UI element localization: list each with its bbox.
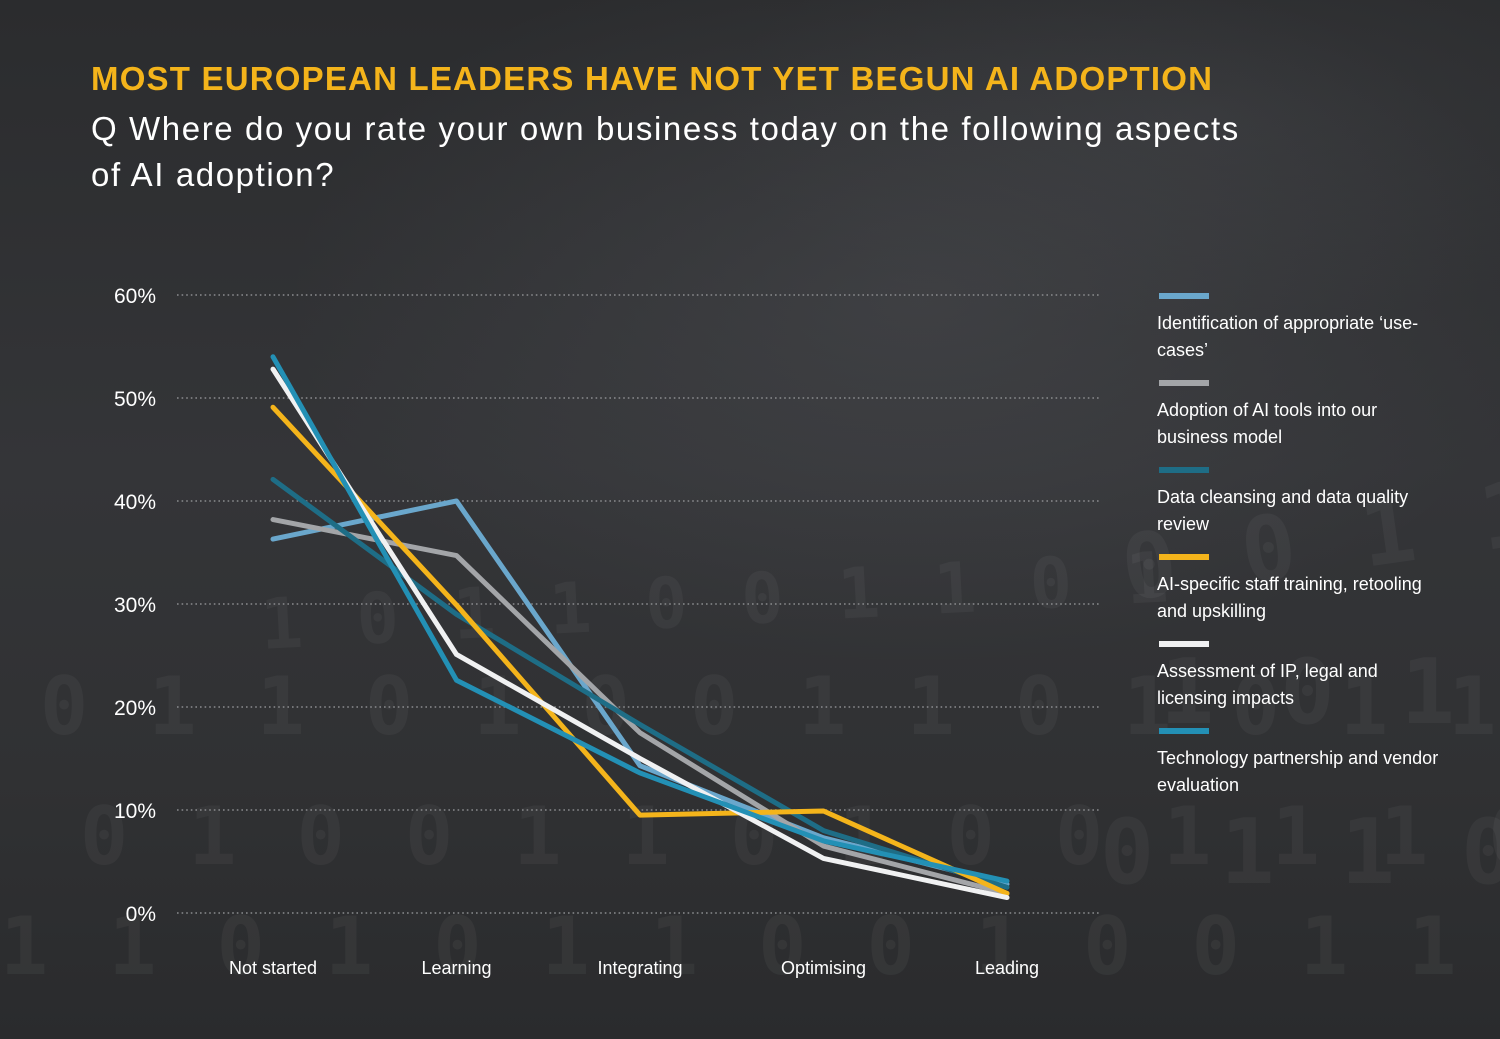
- y-tick-label: 40%: [114, 491, 156, 514]
- background-binary-texture: 1 1 0 1 0 1 1 0 0 1 0 0 1 1 0 1 1 0 1: [0, 900, 1500, 993]
- legend-label: Technology partnership and vendor evalua…: [1157, 748, 1439, 795]
- y-tick-label: 20%: [114, 697, 156, 720]
- series-line: [270, 517, 1010, 896]
- series-lines: [270, 354, 1010, 901]
- legend-label: Data cleansing and data quality review: [1157, 487, 1409, 534]
- legend-swatch: [1159, 467, 1209, 473]
- background-binary-texture: 0 1 1 0 0: [1100, 800, 1500, 905]
- y-tick-label: 50%: [114, 388, 156, 411]
- background-binary-texture: 0 1 0 0 1 1 0 1 0 0 1 1 1 0 1 0 0 1: [80, 790, 1500, 883]
- legend-swatch: [1159, 293, 1209, 299]
- y-tick-label: 30%: [114, 594, 156, 617]
- y-tick-label: 10%: [114, 800, 156, 823]
- legend-label: Assessment of IP, legal and licensing im…: [1157, 661, 1378, 708]
- series-line: [270, 366, 1010, 901]
- series-line: [270, 404, 1010, 896]
- background-binary-texture: 1 0 1 0 1: [1160, 640, 1500, 745]
- grid: [177, 294, 1100, 914]
- chart-subtitle: Q Where do you rate your own business to…: [91, 110, 1240, 193]
- series-line: [270, 354, 1010, 884]
- x-tick-label: Optimising: [781, 958, 866, 978]
- y-tick-label: 60%: [114, 285, 156, 308]
- legend-swatch: [1159, 728, 1209, 734]
- legend-label: AI-specific staff training, retooling an…: [1157, 574, 1422, 621]
- legend-label: Identification of appropriate ‘use-cases…: [1157, 313, 1419, 360]
- x-axis-tick-labels: Not started Learning Integrating Optimising…: [229, 958, 1039, 978]
- x-tick-label: Integrating: [597, 958, 682, 978]
- legend-swatch: [1159, 380, 1209, 386]
- y-axis-tick-labels: 0% 10% 20% 30% 40% 50% 60%: [114, 285, 156, 926]
- x-tick-label: Learning: [421, 958, 491, 978]
- legend-swatch: [1159, 641, 1209, 647]
- legend-swatch: [1159, 554, 1209, 560]
- x-tick-label: Leading: [975, 958, 1039, 978]
- x-tick-label: Not started: [229, 958, 317, 978]
- legend-label: Adoption of AI tools into our business m…: [1157, 400, 1378, 447]
- y-tick-label: 0%: [126, 903, 156, 926]
- chart-title: MOST EUROPEAN LEADERS HAVE NOT YET BEGUN…: [91, 60, 1214, 97]
